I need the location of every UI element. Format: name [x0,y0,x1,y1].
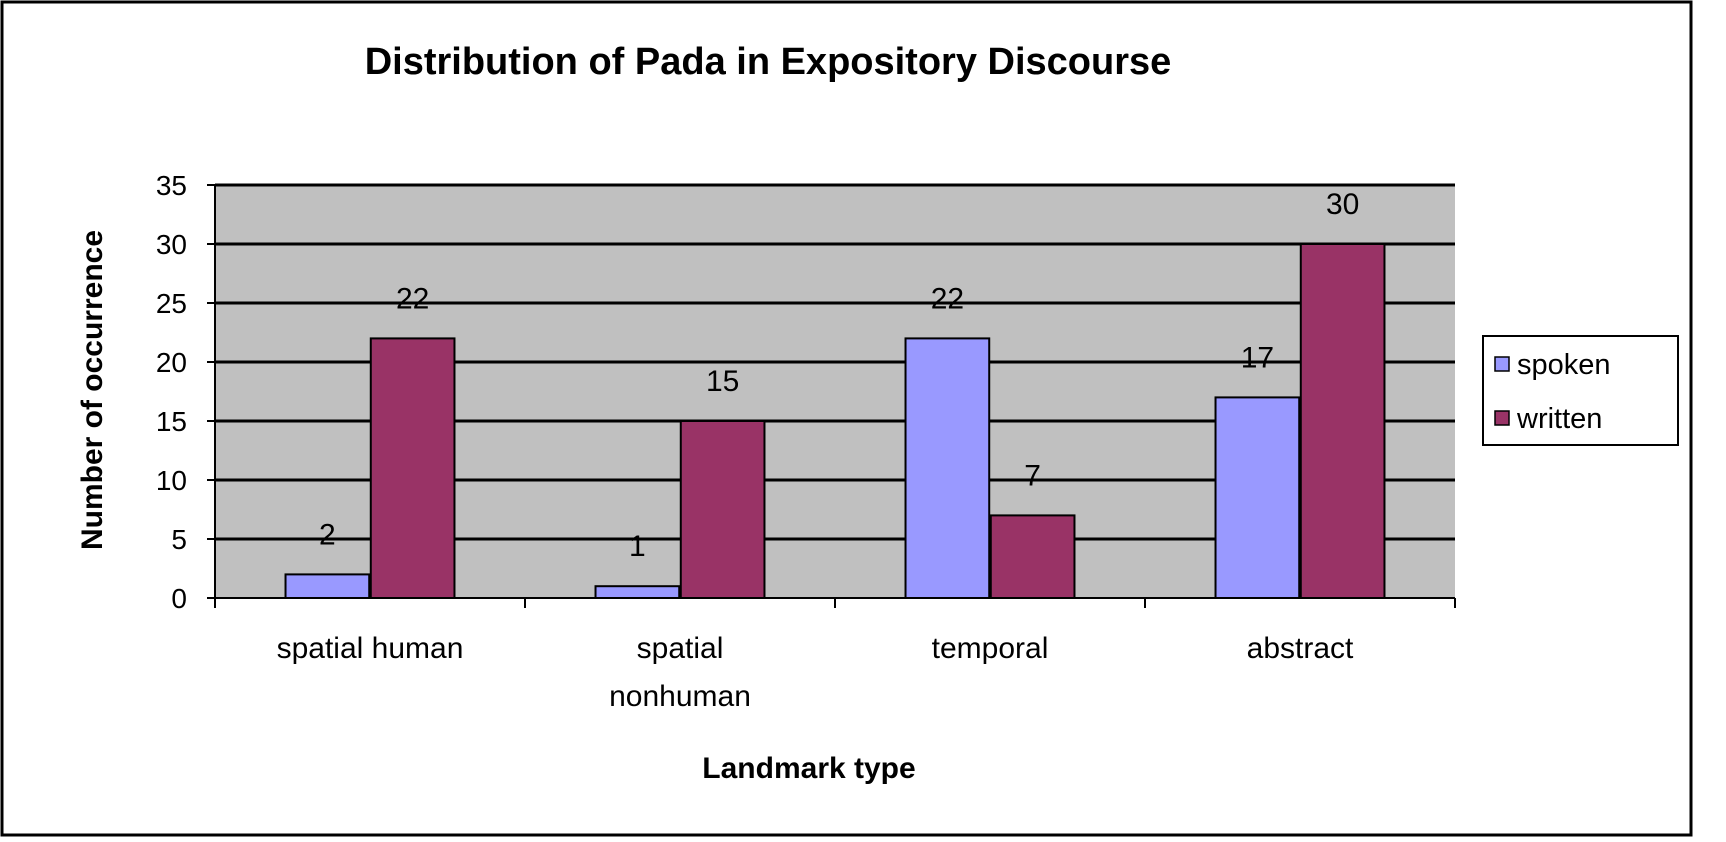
y-axis-title: Number of occurrence [76,230,109,550]
y-tick-label-15: 15 [156,406,187,437]
axes [207,184,1456,608]
y-tick-label-35: 35 [156,170,187,201]
y-tick-label-25: 25 [156,288,187,319]
x-category-labels: spatial human spatial nonhuman temporal abst… [277,632,1354,713]
category-label-2-0: temporal [932,632,1049,665]
category-label-1-1: nonhuman [609,680,751,713]
x-axis-title: Landmark type [702,752,915,785]
legend-label-spoken: spoken [1517,349,1611,381]
bar-written-1 [679,420,766,599]
legend-swatch-spoken [1494,356,1510,372]
bars [284,243,1386,600]
data-label-written-1: 15 [706,365,739,398]
y-tick-label-10: 10 [156,465,187,496]
data-label-written-3: 30 [1326,188,1359,221]
bar-spoken-0 [284,573,371,600]
data-label-written-0: 22 [396,282,429,315]
data-label-spoken-3: 17 [1241,341,1274,374]
data-label-spoken-1: 1 [629,530,646,563]
category-label-3-0: abstract [1247,632,1354,665]
legend-box [1482,335,1679,446]
bar-written-3 [1299,243,1386,599]
data-label-spoken-2: 22 [931,282,964,315]
y-tick-label-20: 20 [156,347,187,378]
data-labels: 2 1 22 17 22 15 7 30 [319,188,1359,563]
bar-spoken-3 [1214,396,1301,599]
data-label-written-2: 7 [1024,459,1041,492]
legend-swatch-written [1494,410,1510,426]
y-tick-label-5: 5 [171,524,187,555]
bar-written-0 [369,337,456,599]
bar-written-2 [989,514,1076,600]
chart-title: Distribution of Pada in Expository Disco… [365,41,1172,83]
y-tick-labels: 0 5 10 15 20 25 30 35 [156,170,187,614]
y-tick-label-30: 30 [156,229,187,260]
category-label-0-0: spatial human [277,632,464,665]
legend-label-written: written [1516,403,1602,435]
category-label-1-0: spatial [637,632,724,665]
bar-spoken-1 [594,585,681,600]
data-label-spoken-0: 2 [319,518,336,551]
bar-spoken-2 [904,337,991,599]
y-tick-label-0: 0 [171,583,187,614]
legend: spoken written [1482,335,1679,446]
